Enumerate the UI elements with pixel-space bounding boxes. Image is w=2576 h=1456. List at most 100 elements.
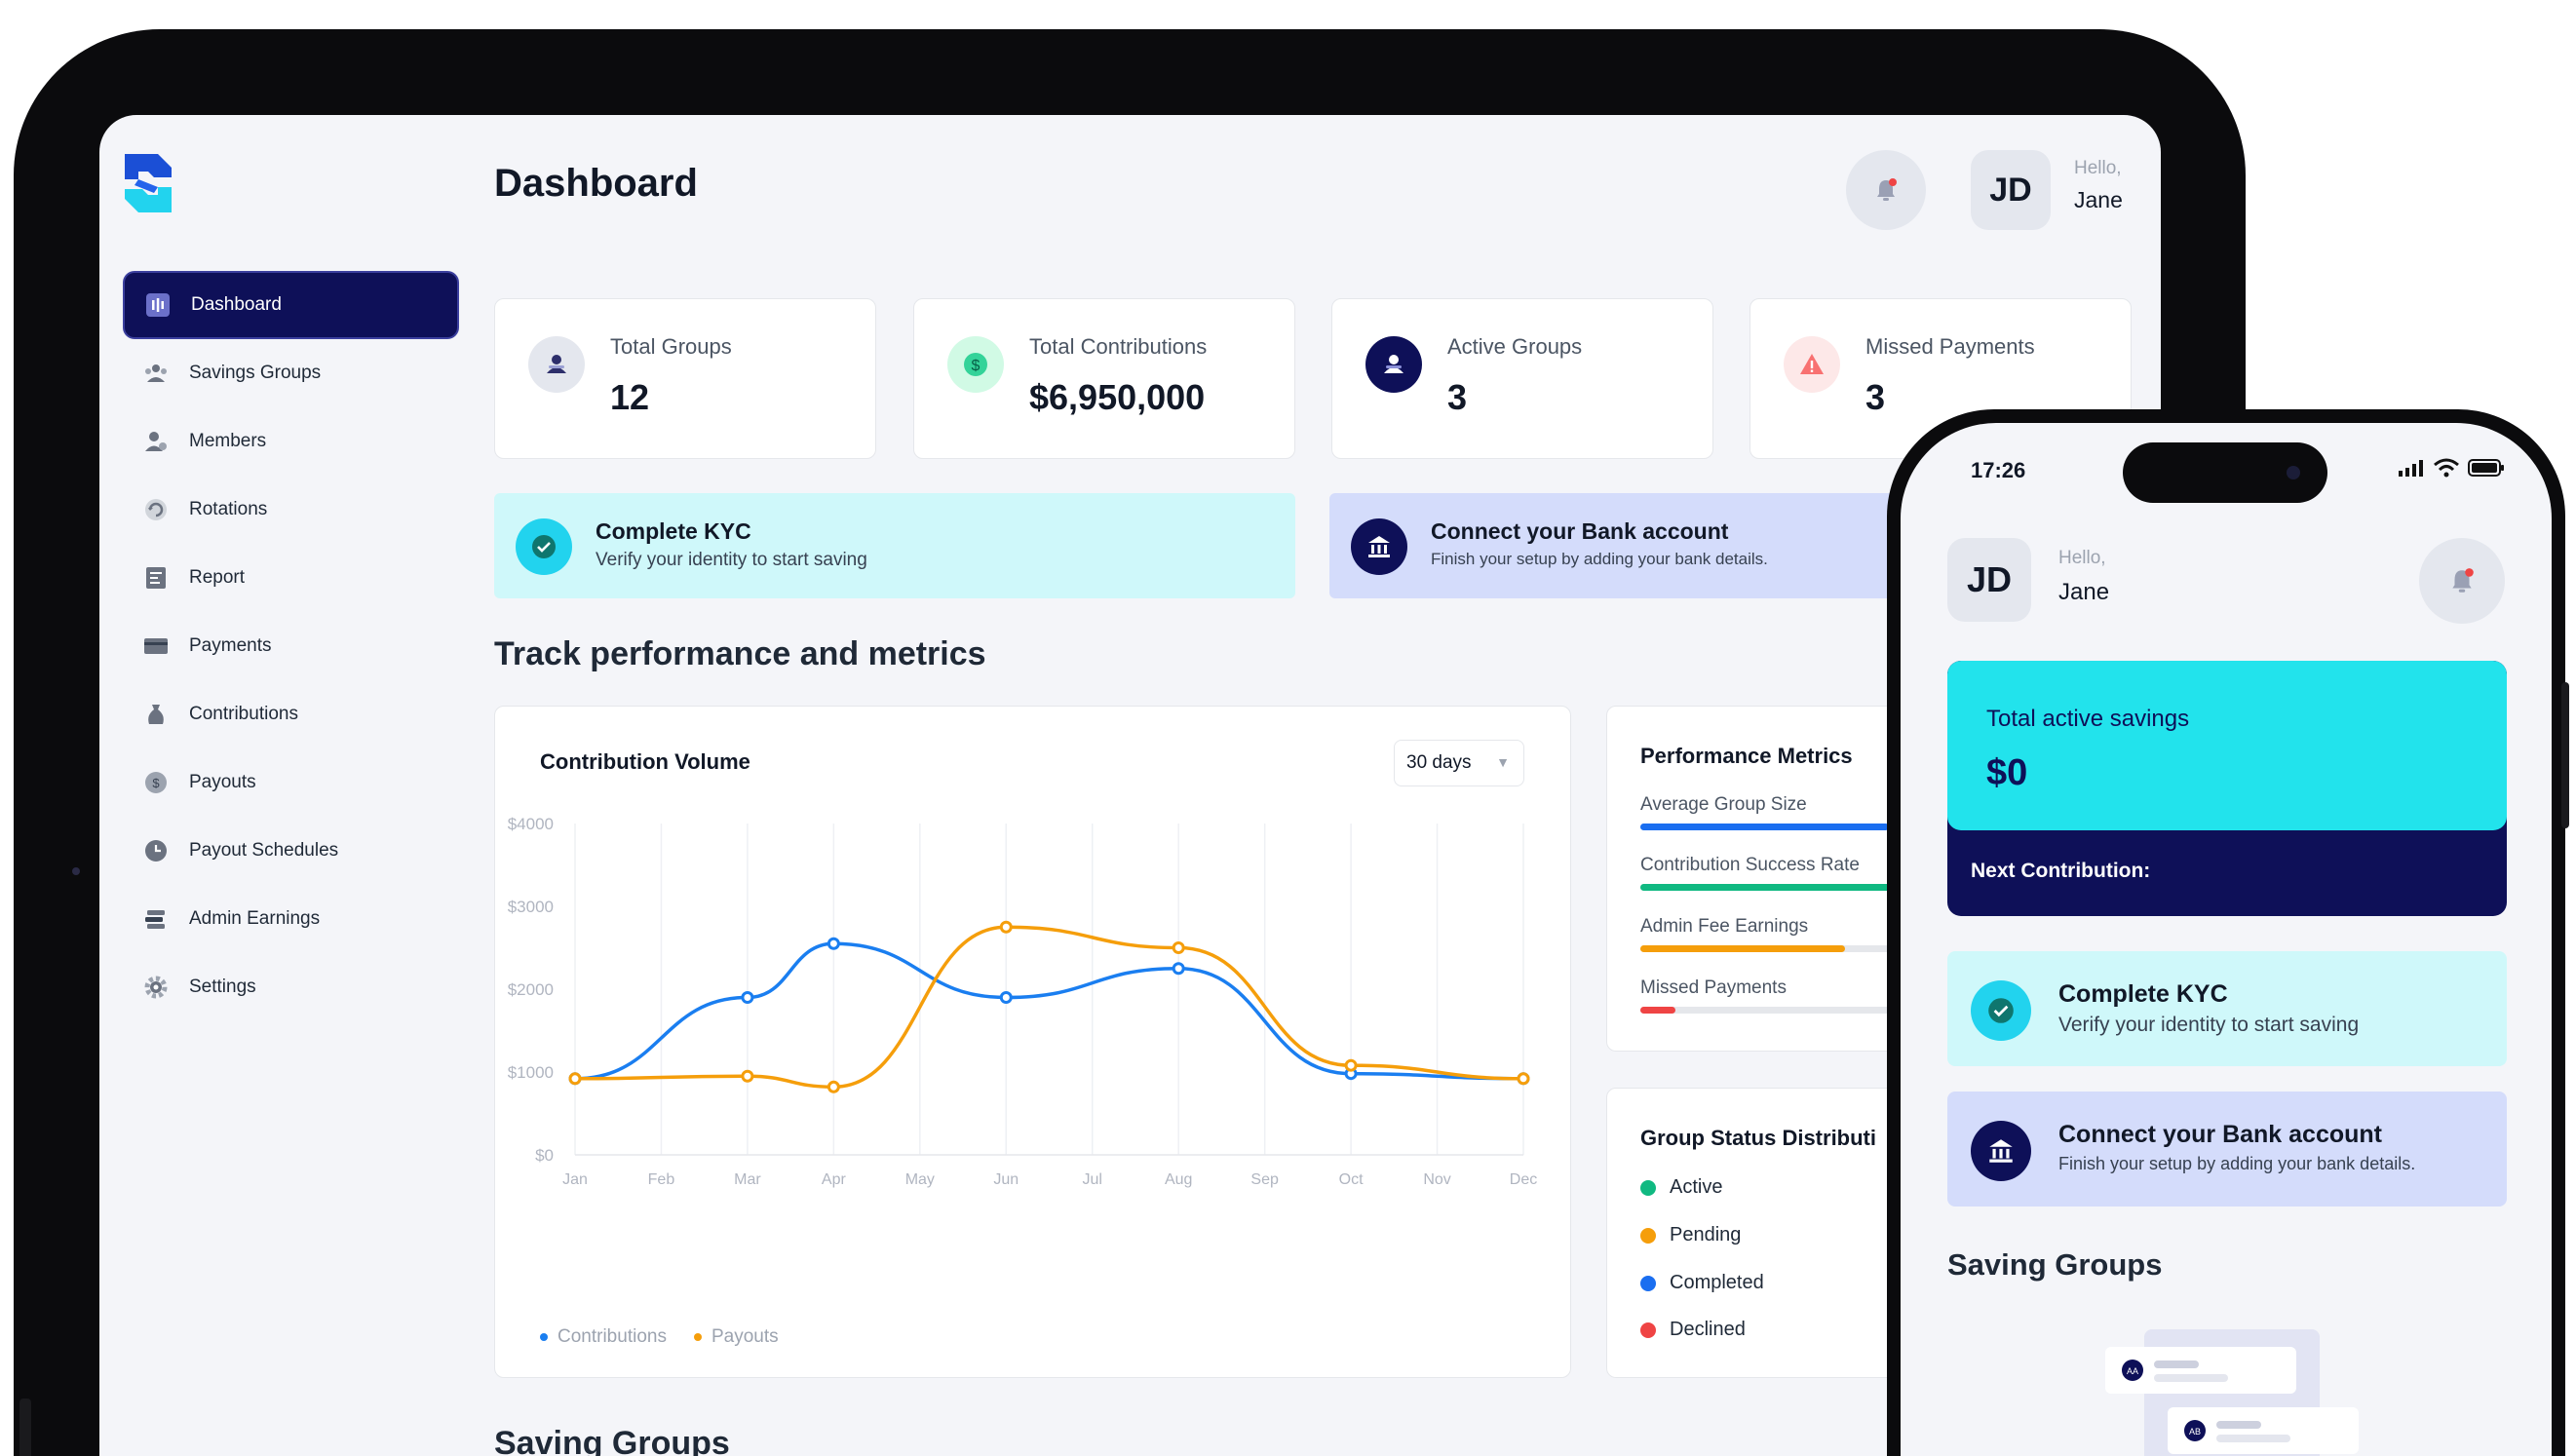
chart-title: Contribution Volume: [540, 749, 750, 774]
data-point-contributions[interactable]: [1172, 962, 1185, 976]
metric-label: Admin Fee Earnings: [1640, 916, 1809, 937]
phone-screen: 17:26 JD Hello, Jane Total active saving…: [1901, 423, 2552, 1456]
range-select[interactable]: 30 days ▼: [1394, 740, 1524, 786]
data-point-payouts[interactable]: [999, 920, 1013, 934]
sidebar-item-report[interactable]: Report: [123, 544, 459, 612]
status-icons: [2398, 458, 2505, 478]
bell-icon: [1877, 178, 1897, 201]
x-tick-label: Mar: [734, 1171, 761, 1188]
contribution-volume-card: Contribution Volume 30 days ▼ Jan Feb Mar A…: [494, 706, 1571, 1378]
stat-label: Total Groups: [610, 334, 732, 359]
notifications-button[interactable]: [2419, 538, 2505, 624]
status-dot: [1640, 1227, 1656, 1244]
savings-card[interactable]: Total active savings $0 Next Contributio…: [1947, 661, 2507, 916]
sidebar-item-label: Members: [189, 431, 267, 451]
status-item-pending: Pending: [1640, 1224, 1741, 1246]
legend-item-contributions: Contributions: [540, 1326, 667, 1348]
savings-label: Total active savings: [1986, 706, 2190, 732]
sidebar-item-payments[interactable]: Payments: [123, 612, 459, 680]
money-bag-icon: [142, 701, 170, 728]
warning-icon: [1784, 336, 1840, 393]
metric-label: Missed Payments: [1640, 977, 1787, 998]
dashboard-icon: [144, 291, 172, 319]
avatar[interactable]: JD: [1971, 150, 2051, 230]
sidebar-item-rotations[interactable]: Rotations: [123, 476, 459, 544]
stack-icon: [142, 905, 170, 933]
banner-title: Connect your Bank account: [1431, 518, 1729, 544]
metric-label: Contribution Success Rate: [1640, 855, 1860, 875]
kyc-banner[interactable]: Complete KYC Verify your identity to sta…: [494, 493, 1295, 598]
sidebar-item-settings[interactable]: Settings: [123, 953, 459, 1021]
status-item-completed: Completed: [1640, 1272, 1764, 1294]
svg-text:$: $: [152, 776, 160, 790]
section-title-saving-groups: Saving Groups: [1947, 1247, 2163, 1282]
check-icon: [1971, 980, 2031, 1041]
y-tick-label: $0: [535, 1146, 554, 1165]
group-icon: [142, 360, 170, 387]
user-name: Jane: [2058, 579, 2110, 605]
x-tick-label: Sep: [1250, 1171, 1279, 1188]
user-name: Jane: [2074, 187, 2123, 212]
range-select-value: 30 days: [1406, 752, 1472, 773]
sidebar-nav: Dashboard Savings Groups Members Rotatio…: [123, 271, 459, 1021]
stat-card-active-groups[interactable]: Active Groups 3: [1331, 298, 1713, 459]
stat-value: 3: [1865, 377, 1886, 417]
series-line-payouts: [574, 925, 1524, 1090]
metric-admin-fee-earnings: Admin Fee Earnings: [1640, 916, 1917, 952]
sidebar-item-dashboard[interactable]: Dashboard: [123, 271, 459, 339]
y-tick-label: $3000: [508, 898, 554, 916]
phone-side-button: [2561, 682, 2569, 828]
sidebar-item-admin-earnings[interactable]: Admin Earnings: [123, 885, 459, 953]
data-point-payouts[interactable]: [568, 1072, 582, 1086]
clock-icon: [142, 837, 170, 864]
tablet-camera: [72, 867, 80, 875]
group-icon: [528, 336, 585, 393]
svg-text:$: $: [972, 358, 980, 374]
stat-value: $6,950,000: [1029, 377, 1206, 417]
stat-card-total-contributions[interactable]: $ Total Contributions $6,950,000: [913, 298, 1295, 459]
stat-label: Total Contributions: [1029, 334, 1208, 359]
stat-label: Active Groups: [1447, 334, 1583, 359]
x-tick-label: May: [905, 1171, 935, 1188]
stat-label: Missed Payments: [1865, 334, 2035, 359]
stat-card-total-groups[interactable]: Total Groups 12: [494, 298, 876, 459]
section-title-saving-groups: Saving Groups: [494, 1425, 730, 1456]
x-tick-label: Jul: [1083, 1171, 1102, 1188]
data-point-payouts[interactable]: [1344, 1058, 1358, 1072]
data-point-payouts[interactable]: [827, 1080, 840, 1093]
signal-icon: [2399, 460, 2423, 477]
sidebar-item-label: Savings Groups: [189, 363, 322, 383]
legend-label: Contributions: [557, 1326, 667, 1347]
next-contribution-label: Next Contribution:: [1971, 860, 2151, 882]
bank-banner[interactable]: Connect your Bank account Finish your se…: [1329, 493, 1953, 598]
notifications-button[interactable]: [1846, 150, 1926, 230]
sidebar-item-label: Rotations: [189, 499, 268, 519]
data-point-payouts[interactable]: [1517, 1072, 1530, 1086]
sidebar-item-savings-groups[interactable]: Savings Groups: [123, 339, 459, 407]
kyc-banner[interactable]: Complete KYC Verify your identity to sta…: [1947, 951, 2507, 1066]
camera-lens: [2287, 466, 2300, 479]
metric-track: [1640, 945, 1917, 952]
bell-icon: [2452, 568, 2474, 593]
data-point-payouts[interactable]: [1172, 941, 1185, 954]
banner-title: Complete KYC: [2058, 980, 2228, 1008]
greeting-text: Hello,: [2074, 158, 2122, 178]
status-label: Declined: [1670, 1319, 1746, 1340]
dynamic-island: [2123, 442, 2327, 503]
data-point-contributions[interactable]: [827, 937, 840, 950]
sidebar-item-payouts[interactable]: $ Payouts: [123, 748, 459, 817]
avatar[interactable]: JD: [1947, 538, 2031, 622]
data-point-contributions[interactable]: [999, 991, 1013, 1004]
sidebar-item-label: Report: [189, 567, 246, 588]
data-point-payouts[interactable]: [741, 1069, 754, 1083]
data-point-contributions[interactable]: [741, 991, 754, 1004]
sidebar-item-label: Contributions: [189, 704, 298, 724]
legend-item-payouts: Payouts: [693, 1326, 779, 1348]
sidebar-item-payout-schedules[interactable]: Payout Schedules: [123, 817, 459, 885]
sidebar-item-contributions[interactable]: Contributions: [123, 680, 459, 748]
status-dot: [1640, 1275, 1656, 1291]
sidebar-item-members[interactable]: Members: [123, 407, 459, 476]
metric-track: [1640, 824, 1917, 830]
illus-badge-1: AA: [2127, 1366, 2138, 1376]
bank-banner[interactable]: Connect your Bank account Finish your se…: [1947, 1092, 2507, 1207]
